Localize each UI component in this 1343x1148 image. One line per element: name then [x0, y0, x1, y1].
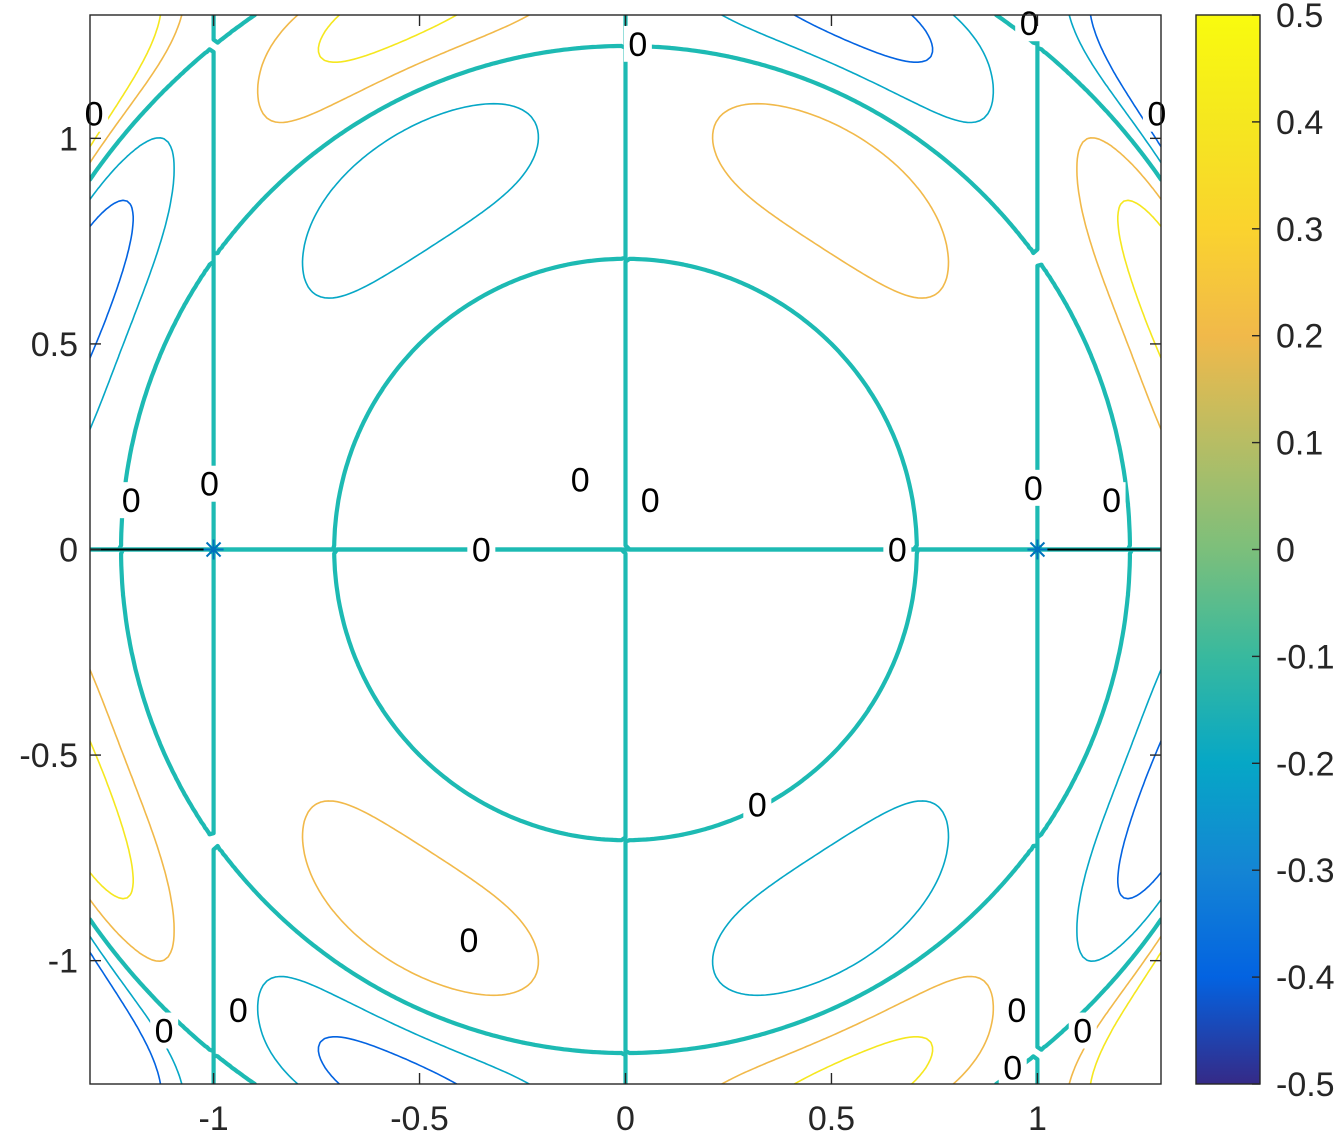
contour-label-bg	[467, 531, 496, 568]
contour-label: 0	[748, 786, 767, 824]
contour-label-bg	[1142, 95, 1171, 132]
contour-label: 0	[641, 482, 660, 520]
contour-label-bg	[117, 482, 146, 519]
contour-label-bg	[883, 531, 912, 568]
contour-label: 0	[155, 1013, 174, 1051]
contour-label: 0	[888, 532, 907, 570]
star-marker	[1027, 539, 1048, 560]
y-tick-label: 1	[59, 120, 78, 158]
contour-label-bg	[454, 922, 483, 959]
contour-label: 0	[1007, 992, 1026, 1030]
x-tick-label: -1	[198, 1100, 228, 1138]
colorbar-tick-label: 0.1	[1276, 425, 1323, 463]
colorbar-tick-label: -0.2	[1276, 745, 1335, 783]
contour-label-bg	[623, 25, 652, 62]
colorbar-tick-label: 0.4	[1276, 104, 1323, 142]
contour-level-0p4	[90, 15, 1161, 1084]
colorbar-tick-label: 0.3	[1276, 211, 1323, 249]
contour-lines	[90, 15, 1161, 1084]
x-tick-label: -0.5	[390, 1100, 449, 1138]
contour-label: 0	[1102, 482, 1121, 520]
contour-labels: 0 0 0 0 0 0 0 0 0 0 0 0 0 0 0 0 0 0 0	[80, 5, 1171, 1088]
contour-label-bg	[150, 1012, 179, 1049]
contour-label-bg	[566, 461, 595, 498]
x-tick-label: 0	[616, 1100, 635, 1138]
contour-label: 0	[85, 96, 104, 134]
contour-label-bg	[1097, 482, 1126, 519]
contour-label: 0	[1147, 96, 1166, 134]
contour-label-bg	[998, 1049, 1027, 1086]
contour-label: 0	[200, 466, 219, 504]
colorbar-tick-label: -0.1	[1276, 638, 1335, 676]
contour-label: 0	[460, 922, 479, 960]
colorbar-tick-label: 0.5	[1276, 0, 1323, 35]
contour-label: 0	[628, 26, 647, 64]
contour-label: 0	[1003, 1050, 1022, 1088]
axes: -1 -0.5 0 0.5 1 -1 -0.5 0 0.5 1	[19, 14, 1162, 1138]
contour-label-bg	[1002, 991, 1031, 1028]
y-tick-label: -1	[48, 943, 78, 981]
colorbar-tick-label: -0.4	[1276, 959, 1335, 997]
contour-label: 0	[472, 532, 491, 570]
colorbar-fill	[1196, 15, 1260, 1084]
contour-label: 0	[1020, 5, 1039, 43]
contour-level-neg0p4	[90, 15, 1161, 1084]
y-tick-label: 0	[59, 532, 78, 570]
colorbar-tick-label: -0.5	[1276, 1066, 1335, 1104]
contour-label-bg	[80, 95, 109, 132]
contour-label-bg	[195, 465, 224, 502]
contour-label-bg	[1015, 5, 1044, 42]
star-marker	[203, 539, 224, 560]
x-tick-label: 0.5	[808, 1100, 855, 1138]
contour-label-bg	[636, 482, 665, 519]
contour-label: 0	[122, 482, 141, 520]
x-tick-label: 1	[1028, 1100, 1047, 1138]
colorbar-tick-label: 0.2	[1276, 318, 1323, 356]
contour-label: 0	[571, 462, 590, 500]
contour-label-bg	[1019, 469, 1048, 506]
contour-label-bg	[224, 991, 253, 1028]
contour-label-bg	[1068, 1012, 1097, 1049]
colorbar-tick-label: 0	[1276, 532, 1295, 570]
contour-label: 0	[1073, 1013, 1092, 1051]
colorbar: 0.5 0.4 0.3 0.2 0.1 0 -0.1 -0.2 -0.3 -0.4 -0.5	[1195, 0, 1335, 1104]
plot-area: 0 0 0 0 0 0 0 0 0 0 0 0 0 0 0 0 0 0 0	[80, 5, 1171, 1088]
contour-level-neg0p2	[90, 15, 1161, 1084]
contour-label: 0	[1024, 470, 1043, 508]
colorbar-tick-label: -0.3	[1276, 852, 1335, 890]
y-tick-label: 0.5	[31, 326, 78, 364]
contour-label: 0	[229, 992, 248, 1030]
contour-label-bg	[743, 786, 772, 823]
y-tick-label: -0.5	[19, 737, 78, 775]
